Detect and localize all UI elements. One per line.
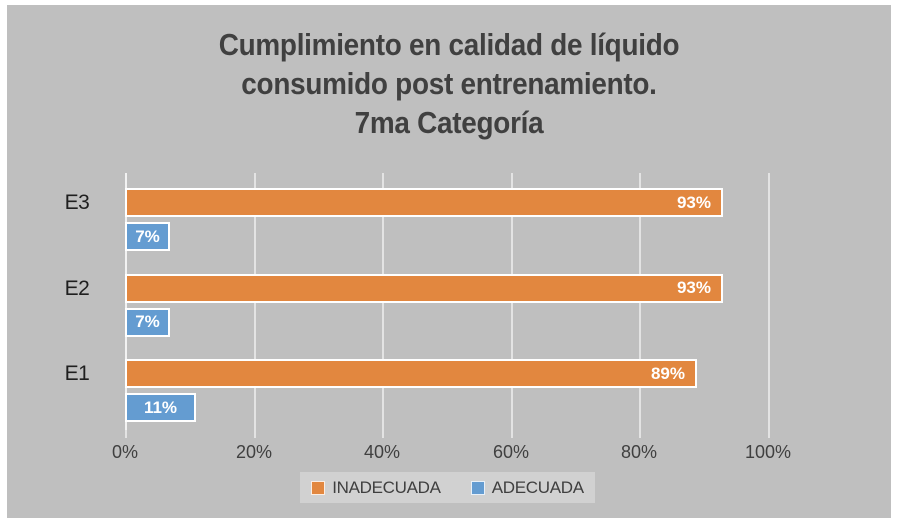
gridline	[768, 173, 770, 430]
data-label: 93%	[676, 278, 711, 298]
bar-inadecuada-e1: 89%	[125, 359, 697, 389]
category-label-e3: E3	[64, 191, 90, 214]
chart-image: Cumplimiento en calidad de líquido consu…	[7, 5, 891, 518]
axis-tick	[125, 430, 127, 438]
bar-adecuada-e1: 11%	[125, 393, 196, 423]
x-tick-label: 100%	[744, 442, 792, 462]
category-label-e2: E2	[64, 276, 90, 300]
legend-label: ADECUADA	[491, 477, 584, 497]
bar-inadecuada-e2: 93%	[125, 273, 723, 303]
category-label-e1: E1	[64, 362, 90, 386]
legend-label: INADECUADA	[332, 477, 441, 497]
data-label: 11%	[143, 397, 178, 417]
x-tick-label: 80%	[620, 442, 658, 462]
x-tick-label: 40%	[363, 442, 401, 462]
data-label: 89%	[650, 363, 685, 383]
axis-tick	[511, 430, 513, 438]
plot-area: 93% 7% 93% 7% 89% 11%	[125, 173, 770, 430]
x-tick-label: 0%	[111, 442, 138, 462]
bar-adecuada-e2: 7%	[125, 307, 170, 337]
chart-title: Cumplimiento en calidad de líquido consu…	[218, 27, 680, 140]
data-label: 7%	[135, 312, 160, 332]
legend-swatch-icon	[311, 480, 326, 495]
x-tick-label: 20%	[235, 442, 273, 462]
axis-tick	[382, 430, 384, 438]
legend-item-adecuada: ADECUADA	[470, 477, 584, 498]
legend-item-inadecuada: INADECUADA	[311, 477, 441, 498]
legend: INADECUADA ADECUADA	[300, 472, 595, 503]
x-tick-label: 60%	[492, 442, 530, 462]
axis-tick	[639, 430, 641, 438]
axis-tick	[254, 430, 256, 438]
data-label: 7%	[135, 226, 160, 246]
legend-swatch-icon	[470, 480, 485, 495]
data-label: 93%	[676, 192, 711, 212]
bar-inadecuada-e3: 93%	[125, 188, 723, 217]
bar-adecuada-e3: 7%	[125, 222, 170, 251]
axis-tick	[768, 430, 770, 438]
